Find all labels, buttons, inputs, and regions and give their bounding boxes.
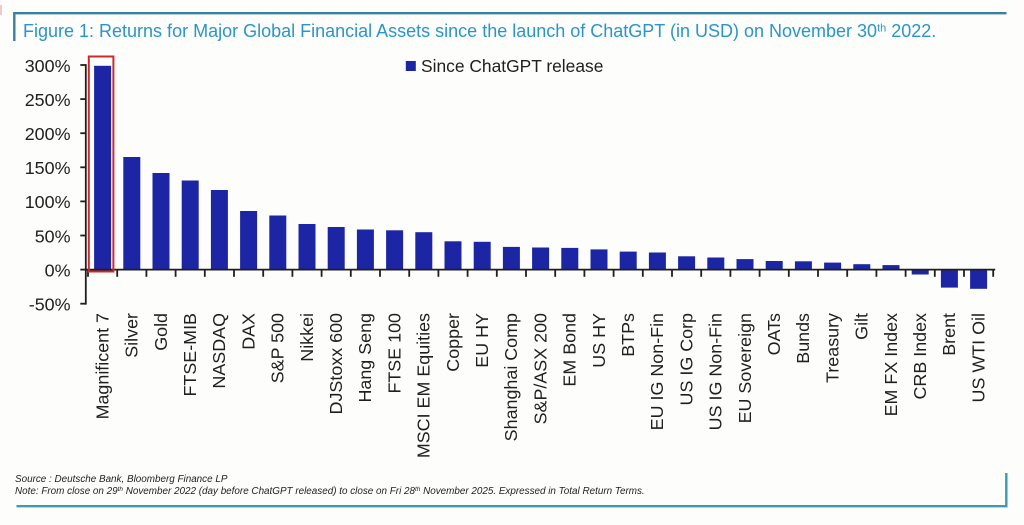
- svg-text:BTPs: BTPs: [618, 313, 638, 357]
- svg-text:US IG Non-Fin: US IG Non-Fin: [706, 313, 726, 430]
- svg-text:Source : Deutsche Bank, Bloomb: Source : Deutsche Bank, Bloomberg Financ…: [15, 474, 228, 485]
- svg-text:US HY: US HY: [589, 313, 609, 368]
- svg-text:CRB Index: CRB Index: [910, 313, 930, 400]
- svg-text:Hang Seng: Hang Seng: [355, 313, 375, 403]
- svg-text:FTSE 100: FTSE 100: [384, 313, 404, 394]
- svg-text:250%: 250%: [25, 90, 71, 110]
- svg-text:Shanghai Comp: Shanghai Comp: [501, 313, 521, 441]
- svg-text:0%: 0%: [45, 260, 71, 280]
- svg-text:Gold: Gold: [151, 313, 171, 351]
- svg-text:EU IG Non-Fin: EU IG Non-Fin: [647, 313, 667, 430]
- svg-text:EU Sovereign: EU Sovereign: [735, 313, 755, 423]
- svg-text:Nikkei: Nikkei: [297, 313, 317, 362]
- svg-text:EM Bond: EM Bond: [560, 313, 580, 387]
- svg-text:S&P 500: S&P 500: [268, 313, 288, 383]
- svg-text:DAX: DAX: [238, 313, 258, 350]
- svg-text:Brent: Brent: [939, 313, 959, 356]
- svg-text:Copper: Copper: [443, 313, 463, 372]
- svg-text:NASDAQ: NASDAQ: [209, 313, 229, 389]
- svg-text:300%: 300%: [25, 56, 71, 76]
- svg-text:Magnificent 7: Magnificent 7: [92, 313, 112, 419]
- svg-text:S&P/ASX 200: S&P/ASX 200: [530, 313, 550, 424]
- svg-text:Gilt: Gilt: [852, 313, 872, 340]
- svg-text:Figure 1: Returns for Major Gl: Figure 1: Returns for Major Global Finan…: [23, 21, 936, 41]
- svg-text:US IG Corp: US IG Corp: [676, 313, 696, 406]
- svg-text:200%: 200%: [25, 124, 71, 144]
- svg-text:100%: 100%: [25, 192, 71, 212]
- svg-text:Treasury: Treasury: [822, 313, 842, 383]
- svg-text:DJStoxx 600: DJStoxx 600: [326, 313, 346, 414]
- svg-text:US WTI Oil: US WTI Oil: [968, 313, 988, 402]
- svg-text:-50%: -50%: [29, 295, 71, 315]
- svg-text:MSCI EM Equities: MSCI EM Equities: [414, 313, 434, 458]
- svg-text:Since ChatGPT release: Since ChatGPT release: [421, 56, 603, 76]
- svg-text:Note: From close on 29th Novem: Note: From close on 29th November 2022 (…: [15, 486, 645, 497]
- svg-text:EU HY: EU HY: [472, 313, 492, 368]
- svg-text:OATs: OATs: [764, 313, 784, 355]
- svg-text:150%: 150%: [25, 158, 71, 178]
- svg-text:FTSE-MIB: FTSE-MIB: [180, 313, 200, 397]
- svg-text:Bunds: Bunds: [793, 313, 813, 364]
- svg-text:50%: 50%: [35, 226, 71, 246]
- svg-text:Silver: Silver: [122, 313, 142, 358]
- svg-text:EM FX Index: EM FX Index: [881, 313, 901, 416]
